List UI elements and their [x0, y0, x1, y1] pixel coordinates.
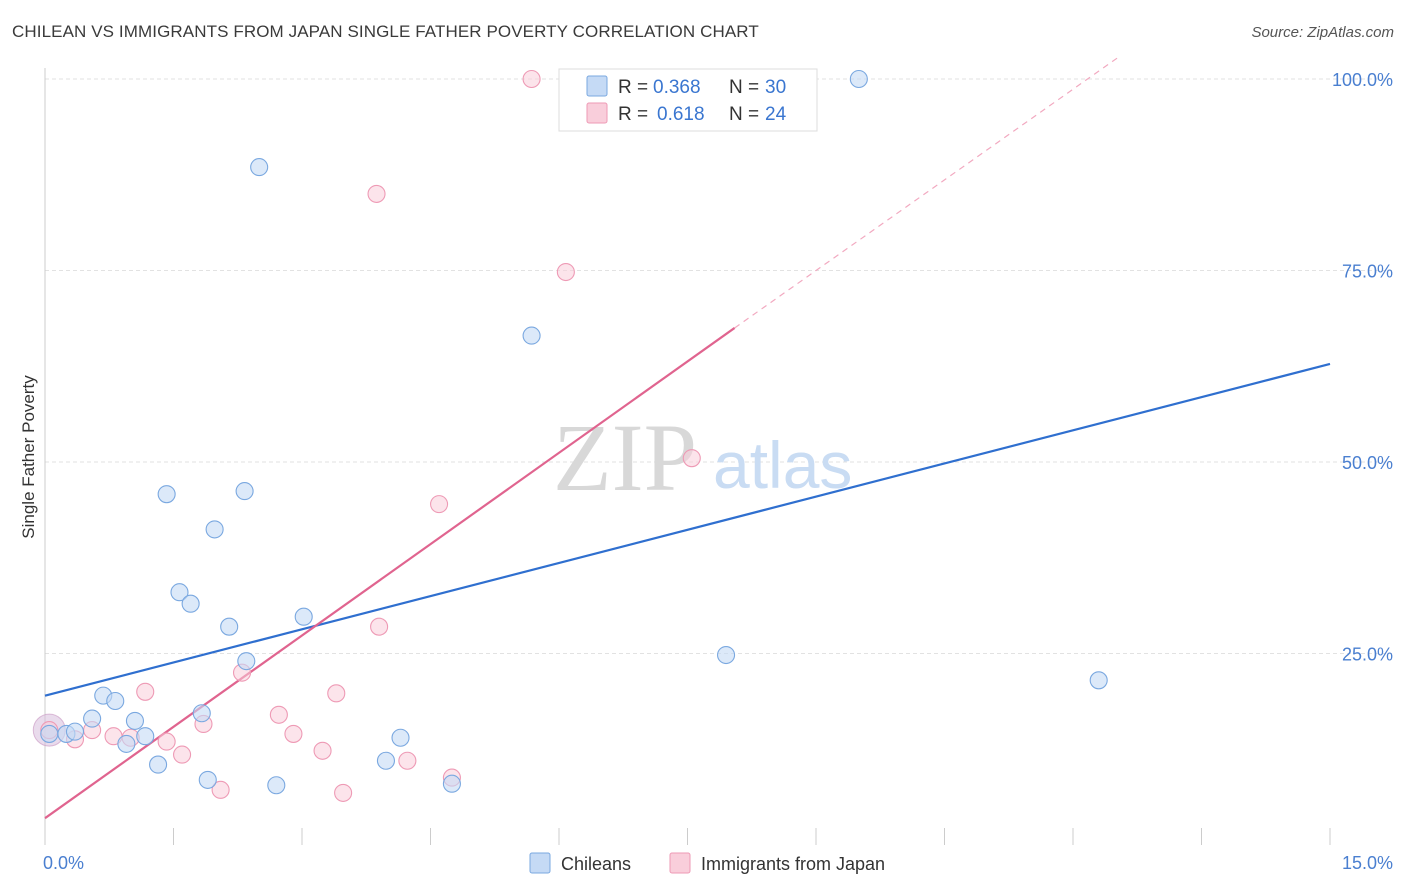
- trend-line-japan-extension: [734, 55, 1121, 329]
- point-japan: [522, 69, 541, 89]
- legend-r-label-japan: R =: [618, 104, 648, 125]
- watermark-atlas: atlas: [713, 428, 852, 502]
- point-chileans: [40, 724, 59, 743]
- bottom-legend-label-chileans: Chileans: [561, 854, 631, 874]
- point-japan: [327, 684, 346, 703]
- point-chileans: [716, 645, 736, 665]
- point-chileans: [198, 770, 217, 789]
- point-chileans: [205, 520, 224, 539]
- point-chileans: [220, 617, 239, 636]
- point-chileans: [157, 485, 176, 504]
- point-chileans: [106, 691, 125, 711]
- point-chileans: [849, 69, 868, 89]
- legend-n-value-chileans: 30: [765, 77, 786, 98]
- point-chileans: [125, 711, 144, 730]
- chart-source: Source: ZipAtlas.com: [1251, 24, 1394, 41]
- y-tick-label: 100.0%: [1332, 70, 1393, 90]
- point-chileans: [117, 734, 136, 753]
- chart-title: CHILEAN VS IMMIGRANTS FROM JAPAN SINGLE …: [12, 22, 759, 41]
- point-chileans: [149, 755, 168, 774]
- watermark: ZIP atlas: [553, 404, 852, 511]
- legend-swatch-chileans: [586, 75, 608, 97]
- point-chileans: [391, 728, 410, 747]
- point-chileans: [136, 727, 155, 746]
- bottom-legend-label-japan: Immigrants from Japan: [701, 854, 885, 874]
- point-chileans: [376, 751, 396, 770]
- point-japan: [367, 184, 386, 203]
- y-tick-label: 50.0%: [1342, 453, 1393, 473]
- point-chileans: [267, 776, 286, 795]
- point-chileans: [522, 326, 541, 345]
- bottom-legend: Chileans Immigrants from Japan: [529, 852, 885, 874]
- point-chileans: [170, 583, 189, 602]
- point-chileans: [237, 652, 256, 671]
- point-japan: [682, 449, 701, 468]
- point-japan: [398, 751, 417, 770]
- legend-r-label-chileans: R =: [618, 77, 648, 98]
- point-chileans: [235, 482, 254, 501]
- x-tick-label-end: 15.0%: [1342, 853, 1393, 873]
- legend-n-label-chileans: N =: [729, 77, 759, 98]
- point-japan: [370, 617, 389, 636]
- point-chileans: [442, 774, 461, 793]
- bottom-legend-swatch-japan: [669, 852, 691, 874]
- y-tick-label: 25.0%: [1342, 645, 1393, 665]
- point-japan: [136, 682, 155, 701]
- y-axis-label: Single Father Poverty: [19, 375, 38, 539]
- watermark-zip: ZIP: [553, 404, 697, 511]
- legend-swatch-japan: [586, 102, 608, 124]
- point-chileans: [192, 704, 211, 723]
- point-japan: [430, 495, 449, 514]
- x-tick-label-start: 0.0%: [43, 853, 84, 873]
- legend-box: R = 0.368 N = 30 R = 0.618 N = 24: [558, 68, 818, 132]
- point-chileans: [65, 722, 85, 741]
- legend-n-label-japan: N =: [729, 104, 759, 125]
- point-japan: [211, 780, 230, 799]
- point-chileans: [83, 709, 102, 728]
- axis-layer: 25.0% 50.0% 75.0% 100.0% 0.0% 15.0% Single Fat…: [19, 68, 1393, 873]
- point-japan: [556, 262, 575, 282]
- legend-n-value-japan: 24: [765, 104, 787, 125]
- trend-line-chileans: [44, 362, 1331, 697]
- bottom-legend-swatch-chileans: [529, 852, 551, 874]
- point-chileans: [250, 158, 269, 177]
- grid-layer: [45, 78, 1392, 654]
- point-chileans: [294, 607, 313, 626]
- legend-r-value-japan: 0.618: [657, 104, 705, 125]
- point-japan: [269, 705, 288, 724]
- points-layer: [32, 69, 1108, 802]
- point-japan: [157, 732, 176, 751]
- point-japan: [313, 741, 332, 760]
- point-chileans: [1089, 671, 1108, 690]
- point-japan: [284, 724, 303, 743]
- y-tick-label: 75.0%: [1342, 262, 1393, 282]
- legend-r-value-chileans: 0.368: [653, 77, 701, 98]
- point-japan: [173, 745, 192, 764]
- point-chileans: [181, 594, 200, 613]
- point-japan: [334, 783, 353, 802]
